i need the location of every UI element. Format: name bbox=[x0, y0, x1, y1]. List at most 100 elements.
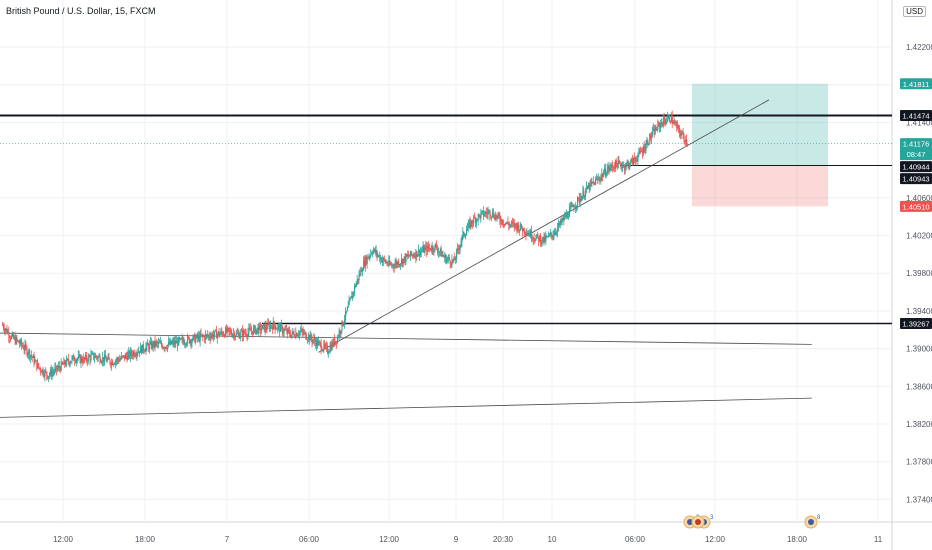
candle-body[interactable] bbox=[165, 347, 167, 349]
candle-body[interactable] bbox=[617, 160, 619, 169]
candle-body[interactable] bbox=[388, 260, 390, 265]
candle-body[interactable] bbox=[203, 336, 205, 338]
candle-body[interactable] bbox=[131, 350, 133, 355]
candle-body[interactable] bbox=[377, 255, 379, 257]
candle-body[interactable] bbox=[153, 340, 155, 347]
candle-body[interactable] bbox=[541, 241, 543, 244]
candle-body[interactable] bbox=[234, 333, 236, 338]
candle-body[interactable] bbox=[294, 336, 296, 338]
candle-body[interactable] bbox=[123, 355, 125, 357]
candle-body[interactable] bbox=[307, 339, 309, 341]
candle-body[interactable] bbox=[483, 210, 485, 216]
candle-body[interactable] bbox=[587, 186, 589, 189]
candle-body[interactable] bbox=[361, 269, 363, 272]
candle-body[interactable] bbox=[579, 198, 581, 202]
candle-body[interactable] bbox=[123, 355, 125, 359]
candle-body[interactable] bbox=[217, 331, 219, 335]
candle-body[interactable] bbox=[321, 349, 323, 351]
candle-body[interactable] bbox=[78, 355, 80, 357]
candle-body[interactable] bbox=[441, 254, 443, 257]
candle-body[interactable] bbox=[486, 213, 488, 215]
candle-body[interactable] bbox=[105, 354, 107, 359]
candle-body[interactable] bbox=[68, 362, 70, 365]
candle-body[interactable] bbox=[325, 345, 327, 347]
candle-body[interactable] bbox=[564, 215, 566, 220]
candle-body[interactable] bbox=[457, 248, 459, 251]
candle-body[interactable] bbox=[315, 341, 317, 347]
candle-body[interactable] bbox=[618, 160, 620, 163]
candle-body[interactable] bbox=[459, 245, 461, 250]
candle-body[interactable] bbox=[681, 132, 683, 134]
candle-body[interactable] bbox=[111, 361, 113, 366]
candle-body[interactable] bbox=[645, 143, 647, 150]
candle-body[interactable] bbox=[667, 117, 669, 122]
candle-body[interactable] bbox=[275, 328, 277, 330]
candle-body[interactable] bbox=[661, 123, 663, 126]
candle-body[interactable] bbox=[61, 361, 63, 364]
candle-body[interactable] bbox=[125, 354, 127, 357]
candle-body[interactable] bbox=[328, 351, 330, 353]
candle-body[interactable] bbox=[619, 162, 621, 164]
candle-body[interactable] bbox=[269, 324, 271, 330]
candle-body[interactable] bbox=[290, 334, 292, 338]
candle-body[interactable] bbox=[355, 285, 357, 287]
candle-body[interactable] bbox=[596, 178, 598, 180]
candle-body[interactable] bbox=[301, 329, 303, 332]
candle-body[interactable] bbox=[490, 215, 492, 217]
candle-body[interactable] bbox=[214, 330, 216, 335]
candle-body[interactable] bbox=[559, 223, 561, 225]
candle-body[interactable] bbox=[417, 254, 419, 257]
candle-body[interactable] bbox=[322, 349, 324, 351]
candle-body[interactable] bbox=[420, 251, 422, 256]
candle-body[interactable] bbox=[470, 220, 472, 228]
candle-body[interactable] bbox=[405, 254, 407, 262]
candle-body[interactable] bbox=[631, 158, 633, 161]
candle-body[interactable] bbox=[628, 162, 630, 168]
candle-body[interactable] bbox=[241, 330, 243, 332]
candle-body[interactable] bbox=[602, 173, 604, 177]
candle-body[interactable] bbox=[383, 258, 385, 260]
candle-body[interactable] bbox=[232, 334, 234, 337]
candle-body[interactable] bbox=[630, 160, 632, 165]
candle-body[interactable] bbox=[489, 210, 491, 216]
candle-body[interactable] bbox=[23, 348, 25, 350]
candle-body[interactable] bbox=[466, 230, 468, 235]
candle-body[interactable] bbox=[189, 340, 191, 343]
candle-body[interactable] bbox=[201, 334, 203, 336]
candle-body[interactable] bbox=[106, 359, 108, 362]
candle-body[interactable] bbox=[652, 130, 654, 136]
candle-body[interactable] bbox=[28, 350, 30, 354]
candle-body[interactable] bbox=[442, 254, 444, 256]
candle-body[interactable] bbox=[114, 363, 116, 365]
candle-body[interactable] bbox=[513, 222, 515, 228]
candle-body[interactable] bbox=[186, 343, 188, 345]
candle-body[interactable] bbox=[54, 368, 56, 372]
candle-body[interactable] bbox=[446, 259, 448, 263]
candle-body[interactable] bbox=[176, 340, 178, 344]
candle-body[interactable] bbox=[407, 255, 409, 257]
candle-body[interactable] bbox=[237, 333, 239, 335]
candle-body[interactable] bbox=[298, 334, 300, 336]
candle-body[interactable] bbox=[605, 174, 607, 176]
candle-body[interactable] bbox=[557, 227, 559, 232]
candle-body[interactable] bbox=[59, 365, 61, 368]
candle-body[interactable] bbox=[170, 340, 172, 344]
candle-body[interactable] bbox=[656, 129, 658, 131]
candle-body[interactable] bbox=[309, 334, 311, 341]
candle-body[interactable] bbox=[598, 178, 600, 180]
candle-body[interactable] bbox=[300, 329, 302, 331]
candle-body[interactable] bbox=[588, 185, 590, 190]
candle-body[interactable] bbox=[492, 212, 494, 217]
candle-body[interactable] bbox=[49, 369, 51, 375]
candle-body[interactable] bbox=[450, 263, 452, 265]
candle-body[interactable] bbox=[561, 219, 563, 223]
candle-body[interactable] bbox=[543, 236, 545, 242]
candle-body[interactable] bbox=[639, 150, 641, 152]
candle-body[interactable] bbox=[146, 342, 148, 347]
candle-body[interactable] bbox=[261, 329, 263, 331]
candle-body[interactable] bbox=[267, 323, 269, 330]
candle-body[interactable] bbox=[253, 328, 255, 335]
candle-body[interactable] bbox=[27, 353, 29, 355]
candle-body[interactable] bbox=[285, 329, 287, 331]
candle-body[interactable] bbox=[235, 332, 237, 337]
